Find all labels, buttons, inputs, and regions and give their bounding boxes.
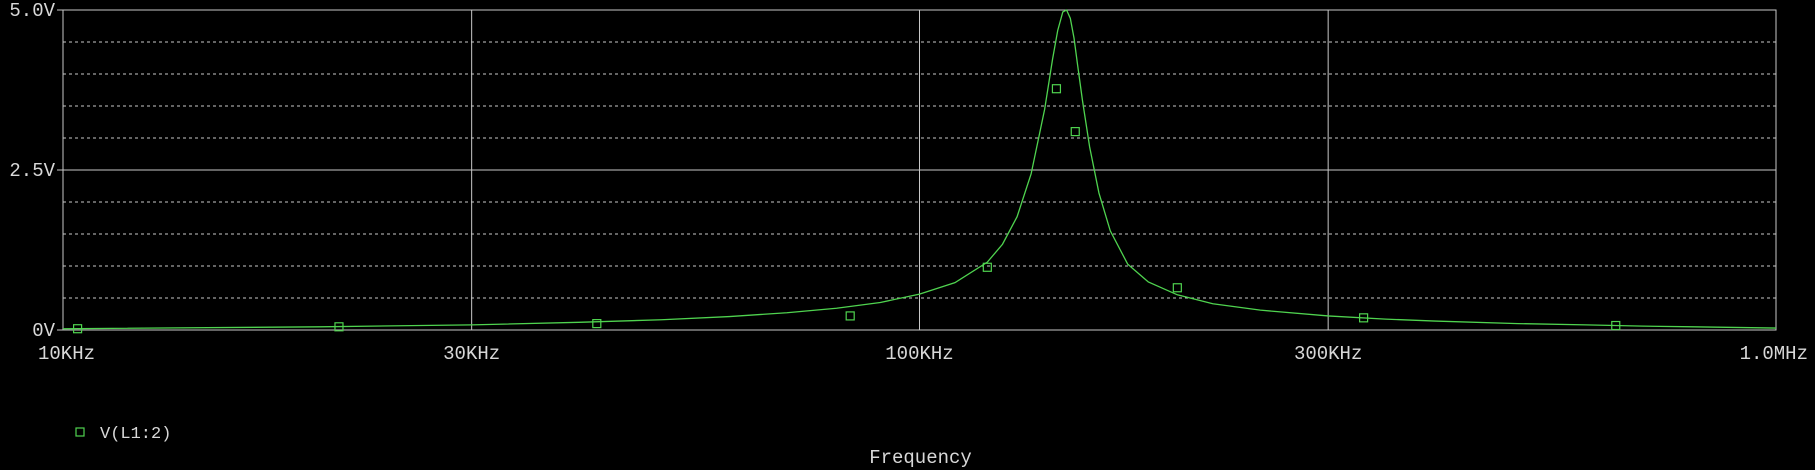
trace-line <box>62 9 1777 330</box>
y-tick-label: 5.0V <box>9 0 55 22</box>
x-tick-label: 100KHz <box>885 343 953 365</box>
x-tick-label: 30KHz <box>443 343 500 365</box>
trace-marker <box>1070 126 1080 137</box>
y-axis: 0V 2.5V 5.0V <box>9 0 63 342</box>
grid <box>62 9 1777 331</box>
y-tick-label: 2.5V <box>9 160 55 182</box>
trace-marker <box>1611 320 1621 331</box>
x-tick-label: 10KHz <box>38 343 95 365</box>
trace-marker <box>592 319 602 329</box>
x-tick-label: 1.0MHz <box>1740 343 1808 365</box>
legend-label: V(L1:2) <box>100 425 171 444</box>
x-tick-label: 300KHz <box>1294 343 1362 365</box>
trace-marker <box>1051 84 1062 94</box>
trace-marker <box>72 324 83 334</box>
trace-marker <box>845 311 855 321</box>
trace-marker <box>982 262 992 272</box>
trace-marker <box>334 322 344 332</box>
trace-markers <box>72 84 1621 334</box>
x-axis-label: Frequency <box>869 447 972 469</box>
x-axis: 10KHz 30KHz 100KHz 300KHz 1.0MHz <box>38 343 1808 365</box>
y-tick-label: 0V <box>32 320 55 342</box>
legend-marker-icon <box>75 427 85 437</box>
legend: V(L1:2) <box>75 425 171 444</box>
trace-marker <box>1172 283 1182 293</box>
trace-marker <box>1359 313 1369 323</box>
